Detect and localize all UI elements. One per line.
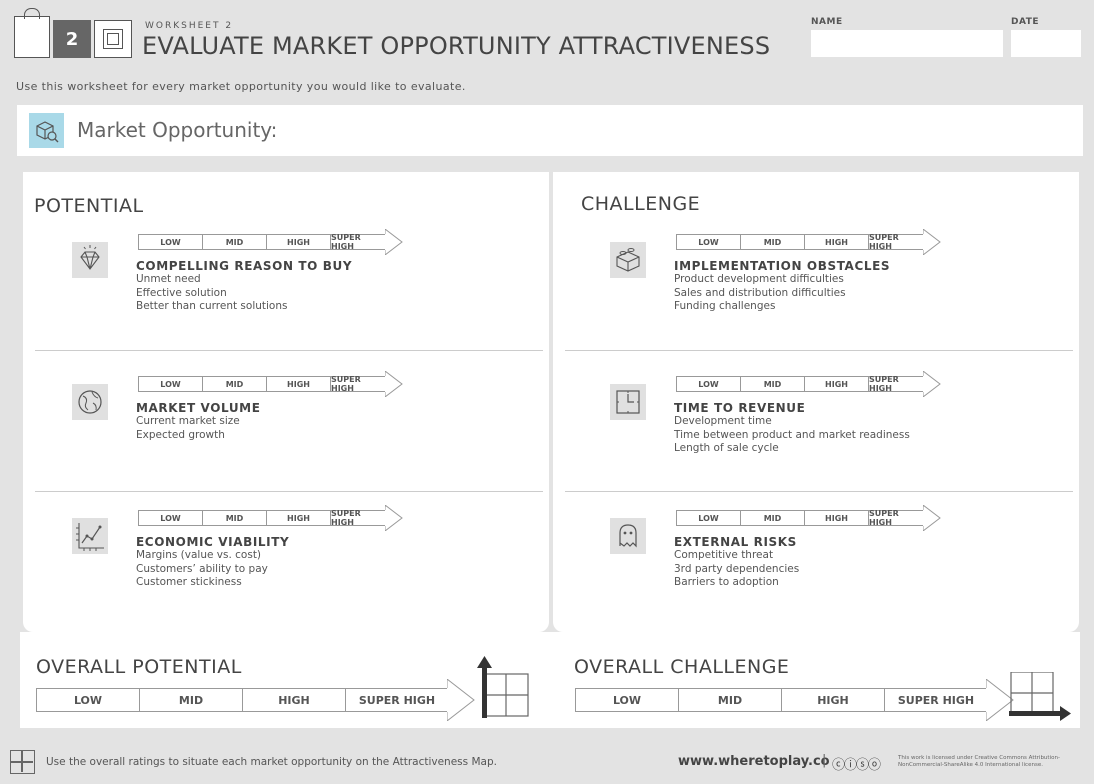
name-label: NAME <box>811 17 843 27</box>
scale-arrowhead <box>385 505 404 531</box>
scale-arrowhead <box>923 229 942 255</box>
scale-arrowhead <box>385 371 404 397</box>
market-opportunity-label: Market Opportunity: <box>77 118 278 142</box>
rating-option[interactable]: SUPER HIGH <box>868 233 924 251</box>
criterion-name: ECONOMIC VIABILITY <box>136 535 290 549</box>
rating-option[interactable]: HIGH <box>266 376 330 392</box>
divider <box>35 350 543 351</box>
rating-option[interactable]: MID <box>202 510 266 526</box>
rating-option[interactable]: HIGH <box>804 376 868 392</box>
divider <box>35 491 543 492</box>
license-text: This work is licensed under Creative Com… <box>898 755 1060 768</box>
creative-commons-icon: ⓒⓘⓢⓞ <box>832 758 881 773</box>
overall-rating-option[interactable]: HIGH <box>242 688 345 712</box>
criterion-description: Development time Time between product an… <box>674 415 910 454</box>
rating-option[interactable]: HIGH <box>266 234 330 250</box>
footer-separator: | <box>822 753 827 768</box>
rating-option[interactable]: SUPER HIGH <box>868 375 924 393</box>
rating-option[interactable]: MID <box>740 510 804 526</box>
rating-option[interactable]: LOW <box>676 234 740 250</box>
rating-option[interactable]: MID <box>202 234 266 250</box>
criterion-description: Competitive threat 3rd party dependencie… <box>674 549 800 588</box>
globe-icon <box>72 384 108 420</box>
overall-challenge-title: OVERALL CHALLENGE <box>574 656 790 678</box>
building-blocks-icon <box>610 242 646 278</box>
diamond-icon <box>72 242 108 278</box>
intro-text: Use this worksheet for every market oppo… <box>16 80 466 93</box>
scale-arrowhead <box>385 229 404 255</box>
criterion-name: IMPLEMENTATION OBSTACLES <box>674 259 891 273</box>
name-field[interactable] <box>811 30 1003 57</box>
rating-option[interactable]: LOW <box>138 376 202 392</box>
potential-panel: POTENTIAL LOW MID HIGH SUPER HIGH COMPELLIN… <box>23 172 549 649</box>
overall-rating-option[interactable]: MID <box>139 688 242 712</box>
rating-option[interactable]: SUPER HIGH <box>868 509 924 527</box>
scale-arrowhead <box>923 505 942 531</box>
overall-rating-option[interactable]: LOW <box>36 688 139 712</box>
rating-scale[interactable]: LOW MID HIGH SUPER HIGH <box>138 371 404 397</box>
shopping-bag-icon <box>14 8 50 58</box>
rating-option[interactable]: MID <box>740 234 804 250</box>
rating-option[interactable]: SUPER HIGH <box>330 509 386 527</box>
rating-option[interactable]: SUPER HIGH <box>330 375 386 393</box>
clock-icon <box>610 384 646 420</box>
date-field[interactable] <box>1011 30 1081 57</box>
overall-section <box>20 632 1080 728</box>
criterion-description: Current market size Expected growth <box>136 415 240 441</box>
rating-option[interactable]: LOW <box>138 234 202 250</box>
map-up-arrow-icon <box>472 656 532 724</box>
rating-option[interactable]: LOW <box>676 510 740 526</box>
rating-option[interactable]: HIGH <box>266 510 330 526</box>
overall-rating-option[interactable]: SUPER HIGH <box>345 688 448 712</box>
rating-option[interactable]: HIGH <box>804 234 868 250</box>
scale-arrowhead <box>923 371 942 397</box>
overall-potential-scale[interactable]: LOW MID HIGH SUPER HIGH <box>36 679 476 721</box>
date-label: DATE <box>1011 17 1040 27</box>
ghost-icon <box>610 518 646 554</box>
overall-rating-option[interactable]: MID <box>678 688 781 712</box>
criterion-name: COMPELLING REASON TO BUY <box>136 259 353 273</box>
section-separator <box>548 632 550 728</box>
nested-square-icon <box>94 20 132 58</box>
grid-map-icon <box>10 750 35 774</box>
worksheet-number-badge: 2 <box>53 20 91 58</box>
criterion-description: Product development difficulties Sales a… <box>674 273 846 312</box>
divider <box>565 350 1073 351</box>
criterion-name: MARKET VOLUME <box>136 401 261 415</box>
rating-option[interactable]: MID <box>202 376 266 392</box>
rating-option[interactable]: LOW <box>138 510 202 526</box>
scale-arrowhead <box>986 679 1015 721</box>
map-right-arrow-icon <box>1008 671 1074 728</box>
line-chart-icon <box>72 518 108 554</box>
scale-arrowhead <box>447 679 476 721</box>
rating-option[interactable]: MID <box>740 376 804 392</box>
overall-challenge-scale[interactable]: LOW MID HIGH SUPER HIGH <box>575 679 1015 721</box>
criterion-name: EXTERNAL RISKS <box>674 535 797 549</box>
page-title: EVALUATE MARKET OPPORTUNITY ATTRACTIVENE… <box>142 32 771 60</box>
market-opportunity-field[interactable]: Market Opportunity: <box>17 105 1083 156</box>
overall-rating-option[interactable]: SUPER HIGH <box>884 688 987 712</box>
criterion-name: TIME TO REVENUE <box>674 401 806 415</box>
rating-scale[interactable]: LOW MID HIGH SUPER HIGH <box>676 371 942 397</box>
worksheet-kicker: WORKSHEET 2 <box>145 21 234 31</box>
rating-scale[interactable]: LOW MID HIGH SUPER HIGH <box>138 505 404 531</box>
overall-rating-option[interactable]: HIGH <box>781 688 884 712</box>
overall-rating-option[interactable]: LOW <box>575 688 678 712</box>
divider <box>565 491 1073 492</box>
challenge-panel: CHALLENGE LOW MID HIGH SUPER HIGH IMPLEMENT… <box>553 172 1079 649</box>
challenge-title: CHALLENGE <box>581 193 701 215</box>
potential-title: POTENTIAL <box>34 195 144 217</box>
rating-scale[interactable]: LOW MID HIGH SUPER HIGH <box>676 505 942 531</box>
overall-potential-title: OVERALL POTENTIAL <box>36 656 242 678</box>
website-link[interactable]: www.wheretoplay.co <box>678 754 830 769</box>
rating-scale[interactable]: LOW MID HIGH SUPER HIGH <box>676 229 942 255</box>
criterion-description: Unmet need Effective solution Better tha… <box>136 273 288 312</box>
rating-option[interactable]: SUPER HIGH <box>330 233 386 251</box>
rating-option[interactable]: LOW <box>676 376 740 392</box>
rating-scale[interactable]: LOW MID HIGH SUPER HIGH <box>138 229 404 255</box>
criterion-description: Margins (value vs. cost) Customers’ abil… <box>136 549 268 588</box>
footer-instruction: Use the overall ratings to situate each … <box>46 756 497 768</box>
box-search-icon <box>29 113 64 148</box>
rating-option[interactable]: HIGH <box>804 510 868 526</box>
